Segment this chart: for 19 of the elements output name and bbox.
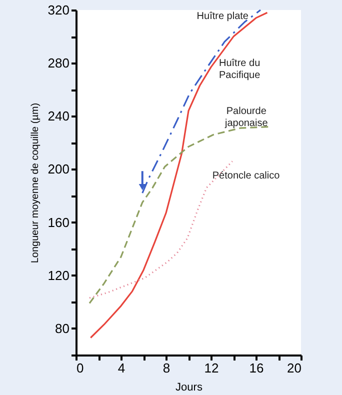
series-label: Palourde japonaise [224,106,268,129]
x-tick-label: 8 [162,360,170,376]
y-tick-label: 280 [48,56,70,71]
y-tick-label: 320 [48,2,70,18]
series-label: Huître du Pacifique [219,58,261,82]
y-tick-label: 240 [48,108,70,124]
y-axis-title: Longueur moyenne de coquille (µm) [30,102,41,264]
x-tick-label: 4 [118,360,126,376]
x-tick-label: 0 [76,360,84,376]
x-axis-title: Jours [176,382,203,394]
series-label: Pétoncle calico [212,170,280,182]
x-tick-label: 20 [287,360,302,376]
x-tick-label: 12 [204,360,219,376]
y-tick-label: 200 [48,162,70,177]
series-label: Huître plate [196,11,249,22]
x-tick-label: 16 [249,360,264,376]
y-tick-label: 120 [48,268,70,283]
y-tick-label: 80 [55,320,70,336]
y-tick-label: 160 [48,214,70,230]
